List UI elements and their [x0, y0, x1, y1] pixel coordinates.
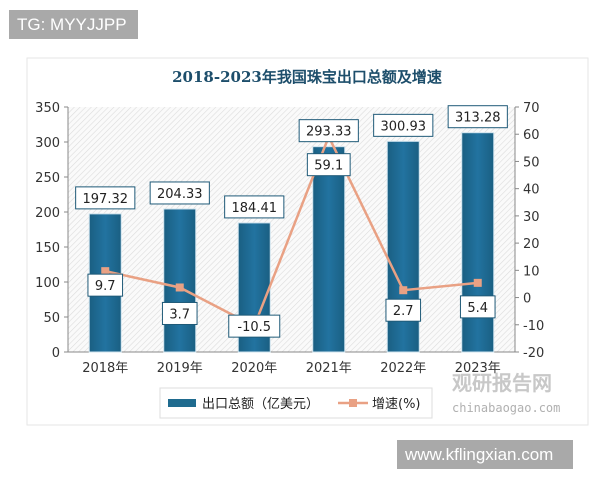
growth-label-box [87, 273, 124, 297]
growth-label-box [385, 298, 422, 322]
bar-label-box [75, 186, 136, 210]
growth-label: -10.5 [237, 320, 271, 335]
bar-label: 184.41 [232, 201, 278, 216]
legend-line-marker [349, 399, 357, 407]
right-tick-label: 40 [523, 183, 540, 198]
right-tick-label: 20 [523, 237, 540, 252]
right-tick-label: -20 [523, 346, 544, 361]
logo-cn: 观研报告网 [452, 371, 552, 395]
growth-label: 3.7 [169, 307, 190, 322]
x-tick-label: 2018年 [82, 361, 128, 376]
x-tick-label: 2019年 [157, 361, 203, 376]
right-tick-label: -10 [523, 319, 544, 334]
left-tick-label: 300 [35, 136, 60, 151]
left-tick-label: 200 [35, 206, 60, 221]
legend-bar-label: 出口总额（亿美元） [202, 397, 319, 412]
bar [312, 146, 346, 353]
bar-label-box [373, 113, 434, 137]
left-tick-label: 0 [52, 346, 60, 361]
x-tick-label: 2021年 [306, 361, 352, 376]
growth-label-box [228, 314, 281, 338]
watermark-site: www.kflingxian.com [397, 440, 573, 469]
left-tick-label: 350 [35, 101, 60, 116]
growth-label: 59.1 [314, 159, 343, 174]
legend-bar-swatch [168, 399, 196, 407]
logo-en: chinabaogao.com [452, 401, 560, 415]
left-tick-label: 50 [43, 311, 60, 326]
legend: 出口总额（亿美元） 增速(%) [159, 387, 433, 419]
growth-point [399, 286, 408, 295]
growth-point [175, 283, 184, 292]
left-tick-label: 250 [35, 171, 60, 186]
chart-title: 2018-2023年我国珠宝出口总额及增速 [172, 68, 442, 86]
bar-label: 300.93 [381, 119, 427, 134]
legend-line-label: 增速(%) [372, 397, 421, 412]
x-tick-label: 2023年 [455, 361, 501, 376]
growth-label: 5.4 [467, 301, 488, 316]
bar-label: 293.33 [306, 125, 352, 140]
left-tick-label: 100 [35, 276, 60, 291]
legend-frame [159, 387, 433, 419]
right-tick-label: 70 [523, 101, 540, 116]
growth-label: 9.7 [95, 279, 116, 294]
bar-label: 204.33 [157, 187, 203, 202]
growth-line [104, 133, 478, 328]
bar-label-box [224, 195, 285, 219]
bar-label-box [298, 119, 359, 143]
left-tick-label: 150 [35, 241, 60, 256]
right-tick-label: 60 [523, 128, 540, 143]
x-tick-label: 2022年 [380, 361, 426, 376]
growth-point [473, 278, 482, 287]
bar-label-box [447, 105, 508, 129]
growth-label-box [161, 301, 198, 325]
growth-point [101, 267, 110, 276]
growth-label: 2.7 [393, 304, 414, 319]
right-tick-label: 0 [523, 292, 531, 307]
growth-label-box [459, 295, 496, 319]
watermark-tg: TG: MYYJJPP [9, 10, 138, 39]
right-tick-label: 50 [523, 155, 540, 170]
bar [163, 208, 197, 353]
right-tick-label: 30 [523, 210, 540, 225]
bar-label: 197.32 [83, 192, 129, 207]
bar [461, 132, 495, 353]
bar-label-box [149, 181, 210, 205]
bar-label: 313.28 [455, 111, 501, 126]
x-tick-label: 2020年 [231, 361, 277, 376]
watermark-logo: 观研报告网 chinabaogao.com [452, 371, 560, 415]
growth-label-box [306, 153, 351, 177]
right-tick-label: 10 [523, 264, 540, 279]
